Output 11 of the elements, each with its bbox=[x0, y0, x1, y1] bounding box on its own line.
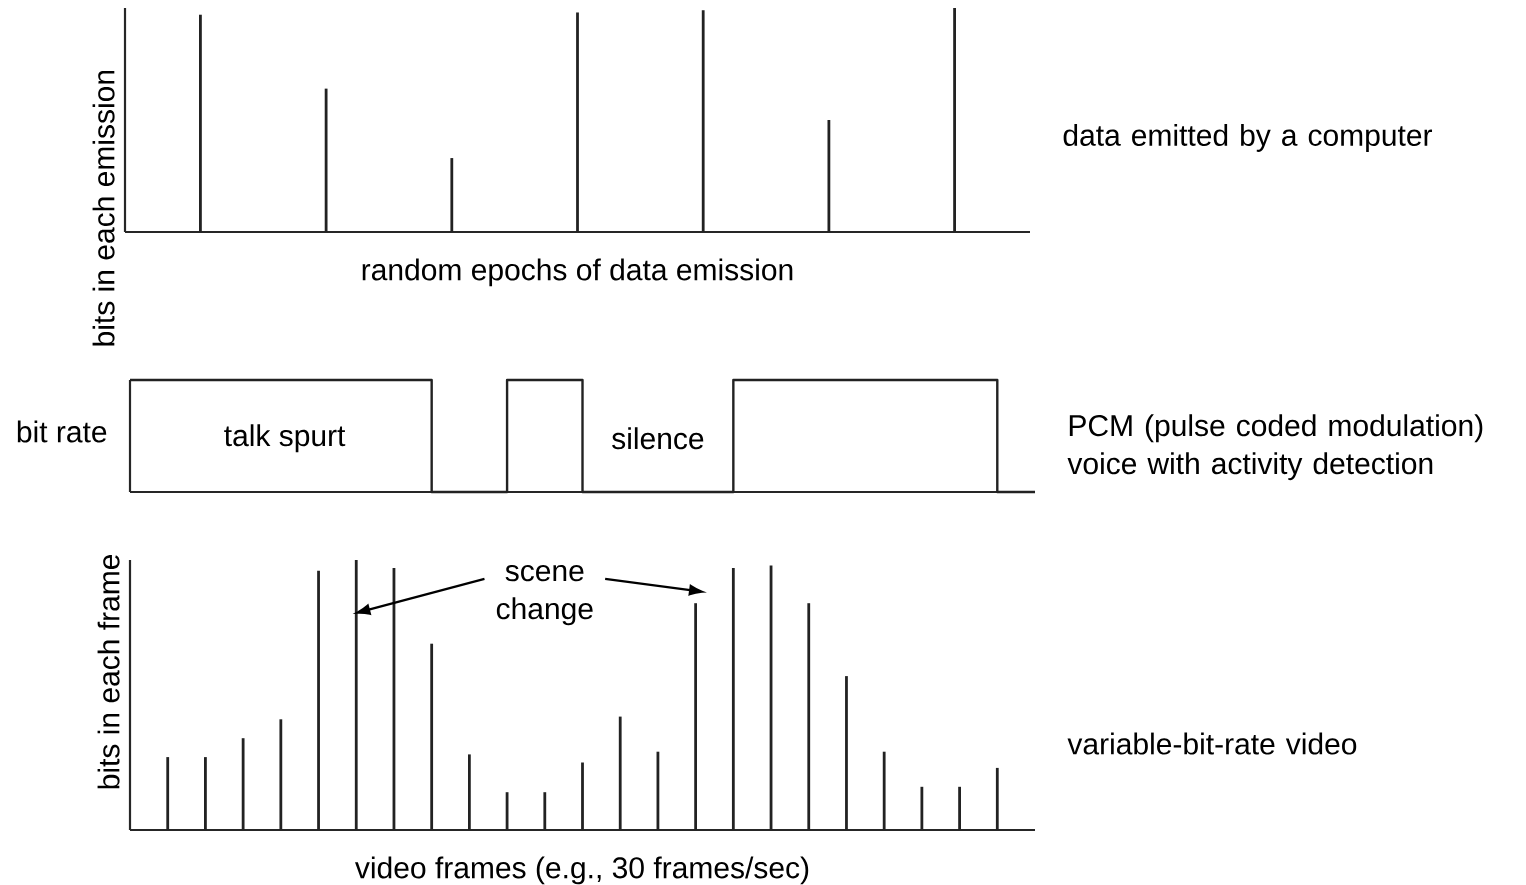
annotation: silence bbox=[612, 427, 704, 450]
text: variable-bit-rate video bbox=[1067, 732, 1357, 755]
annotation: scene change bbox=[496, 564, 593, 626]
x-axis-title: video frames (e.g., 30 frames/sec) bbox=[355, 856, 809, 885]
y-axis-title: bits in each frame bbox=[97, 554, 120, 789]
y-axis-title: bits in each emission bbox=[92, 70, 115, 346]
text: data emitted by a computer bbox=[1063, 123, 1433, 152]
y-axis-title: bit rate bbox=[17, 420, 107, 443]
x-axis-title: random epochs of data emission bbox=[362, 258, 793, 287]
text: PCM (pulse coded modulation) voice with activity detection bbox=[1067, 414, 1483, 481]
annotation: talk spurt bbox=[224, 424, 346, 453]
